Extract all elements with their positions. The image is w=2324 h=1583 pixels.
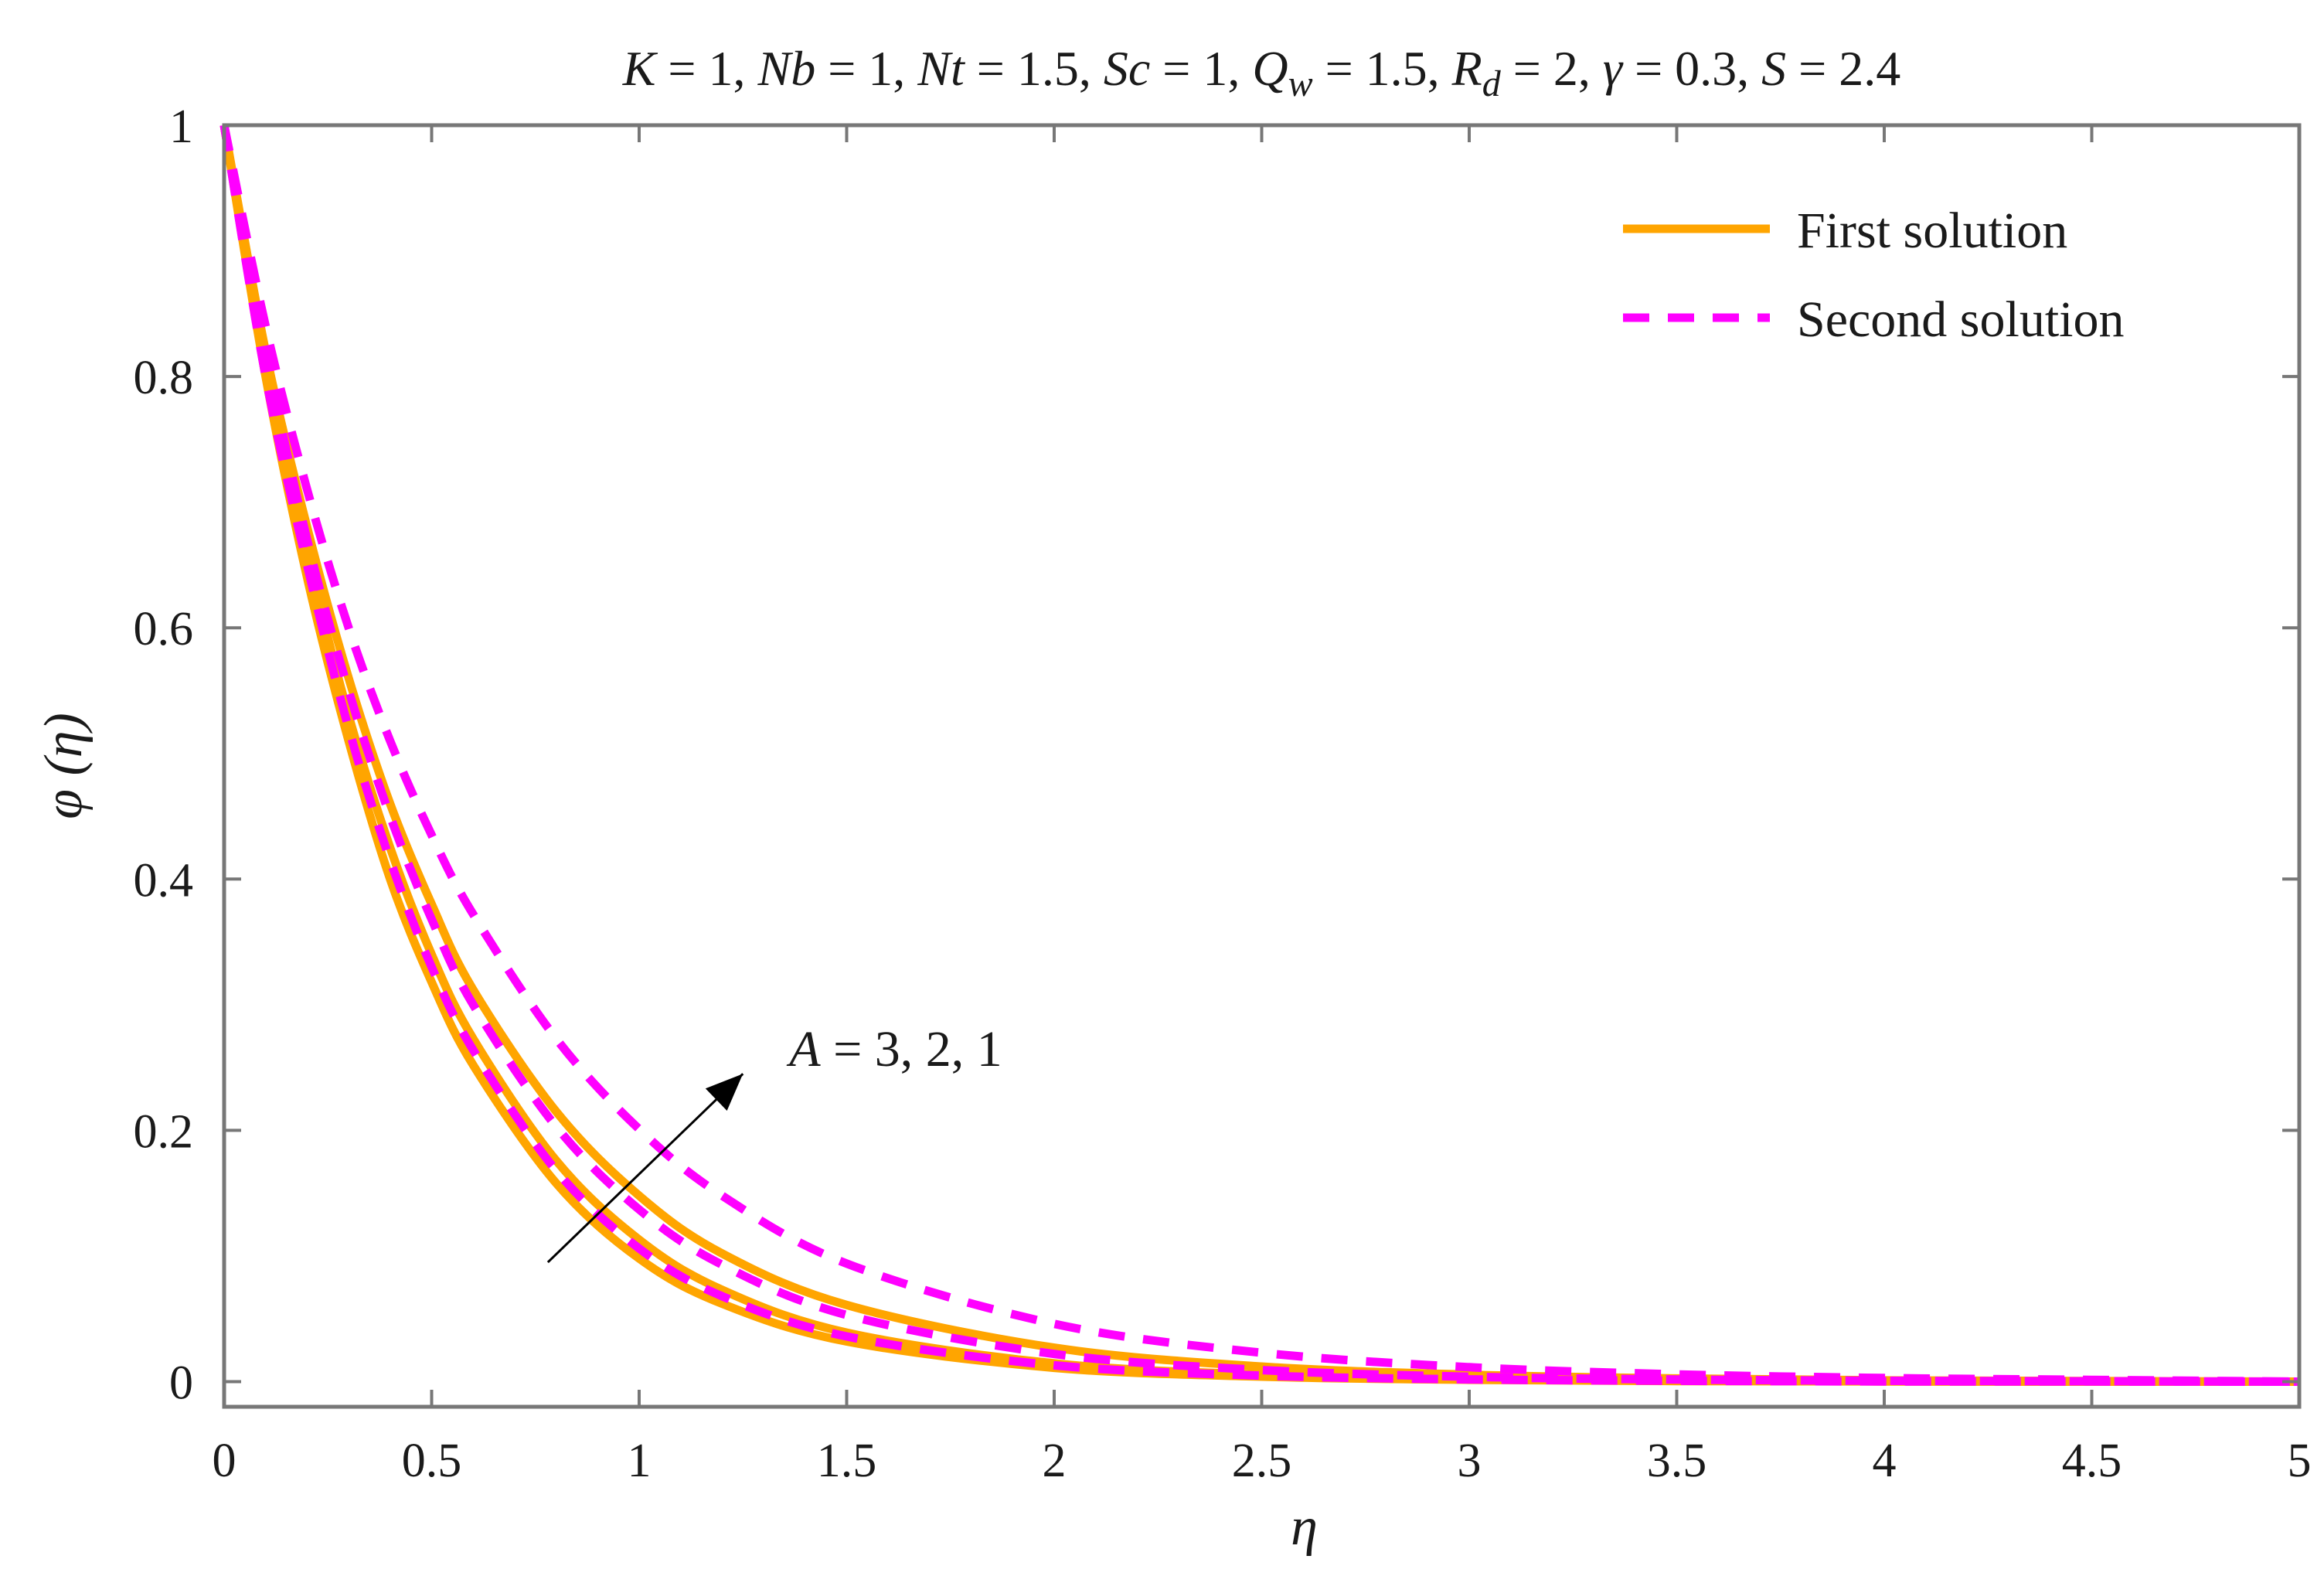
- legend-label: First solution: [1797, 203, 2067, 259]
- y-axis-label: φ (η): [34, 713, 94, 819]
- title-part: = 1,: [1150, 41, 1252, 96]
- title-part: = 1,: [815, 41, 917, 96]
- y-tick-label: 0.6: [134, 603, 194, 655]
- y-tick-label: 1: [169, 100, 193, 153]
- x-tick-label: 1: [628, 1435, 652, 1487]
- title-part: = 0.3,: [1622, 41, 1761, 96]
- chart-title: K = 1, Nb = 1, Nt = 1.5, Sc = 1, Qw = 1.…: [622, 41, 1901, 104]
- y-tick-labels: 0 0.2 0.4 0.6 0.8 1: [134, 100, 194, 1409]
- x-tick-label: 3: [1458, 1435, 1482, 1487]
- title-part: = 2.4: [1786, 41, 1900, 96]
- x-tick-label: 0.5: [402, 1435, 462, 1487]
- title-part: = 1.5,: [1313, 41, 1452, 96]
- title-part: γ: [1603, 41, 1624, 96]
- x-tick-label: 0: [213, 1435, 236, 1487]
- y-tick-label: 0: [169, 1357, 193, 1409]
- second-solution-line: [219, 124, 2300, 1386]
- axis-ticks: [223, 124, 2301, 1407]
- x-tick-labels: 0 0.5 1 1.5 2 2.5 3 3.5 4 4.5 5: [213, 1435, 2312, 1487]
- x-tick-label: 5: [2288, 1435, 2312, 1487]
- x-tick-label: 2: [1043, 1435, 1067, 1487]
- annotation-arrow-head: [705, 1074, 743, 1111]
- y-tick-label: 0.4: [134, 854, 194, 907]
- title-part: Sc: [1104, 41, 1150, 96]
- y-tick-label: 0.8: [134, 352, 194, 404]
- series-lines: [219, 124, 2300, 1387]
- title-part: K: [622, 41, 658, 96]
- x-tick-label: 4: [1873, 1435, 1897, 1487]
- annotation: A = 3, 2, 1: [546, 1021, 1002, 1264]
- title-part: Q: [1252, 41, 1288, 96]
- x-tick-label: 3.5: [1647, 1435, 1707, 1487]
- title-part: S: [1761, 41, 1786, 96]
- title-part: w: [1288, 63, 1313, 104]
- legend-label: Second solution: [1797, 291, 2125, 348]
- title-part: R: [1451, 41, 1482, 96]
- title-part: = 1,: [655, 41, 757, 96]
- annotation-arrow-shaft: [546, 1073, 744, 1264]
- x-tick-label: 4.5: [2062, 1435, 2122, 1487]
- title-part: Nt: [917, 41, 966, 96]
- y-tick-label: 0.2: [134, 1105, 194, 1158]
- x-axis-label: η: [1291, 1497, 1318, 1557]
- title-part: d: [1482, 63, 1502, 104]
- x-tick-label: 1.5: [817, 1435, 877, 1487]
- title-text: K = 1, Nb = 1, Nt = 1.5, Sc = 1, Qw = 1.…: [622, 41, 1901, 104]
- second-solution-line: [219, 124, 2300, 1386]
- title-part: Nb: [757, 41, 816, 96]
- annotation-text: A = 3, 2, 1: [786, 1021, 1002, 1077]
- legend: First solution Second solution: [1623, 203, 2125, 348]
- title-part: = 2,: [1501, 41, 1603, 96]
- title-part: = 1.5,: [965, 41, 1104, 96]
- x-tick-label: 2.5: [1232, 1435, 1292, 1487]
- second-solution-line: [219, 124, 2300, 1386]
